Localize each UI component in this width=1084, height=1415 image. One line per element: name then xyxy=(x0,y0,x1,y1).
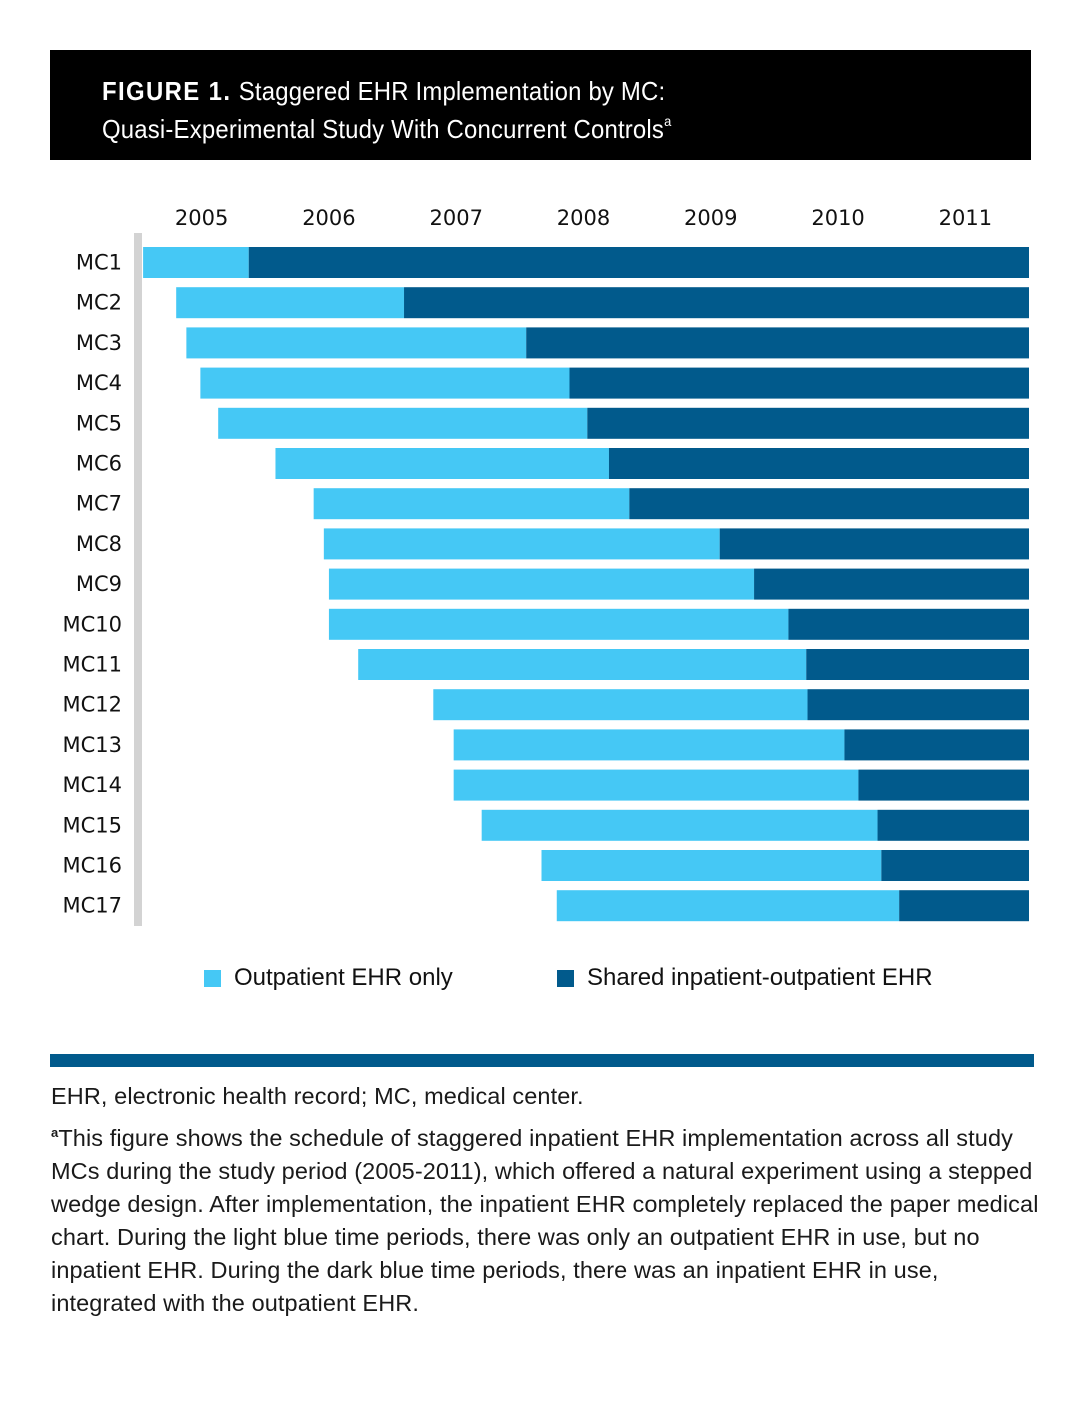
chart-row-mc10: MC10 xyxy=(62,608,1029,640)
bar-shared-mc5 xyxy=(587,407,1029,439)
bar-outpatient-mc13 xyxy=(453,729,845,761)
bar-shared-mc2 xyxy=(404,287,1030,319)
chart-row-mc8: MC8 xyxy=(76,528,1029,560)
bar-shared-mc16 xyxy=(881,850,1029,881)
chart-row-mc15: MC15 xyxy=(62,809,1029,841)
bar-shared-mc13 xyxy=(844,729,1029,761)
bar-outpatient-mc9 xyxy=(328,568,755,600)
x-tick-label-2008: 2008 xyxy=(557,206,610,230)
bar-shared-mc8 xyxy=(719,528,1029,560)
figure-label: FIGURE 1. xyxy=(102,76,232,106)
bar-outpatient-mc10 xyxy=(328,608,789,640)
y-tick-label-mc7: MC7 xyxy=(76,492,122,516)
legend: Outpatient EHR only Shared inpatient-out… xyxy=(0,964,1084,1000)
chart-row-mc16: MC16 xyxy=(62,850,1029,881)
legend-swatch-shared xyxy=(557,969,574,987)
chart-row-mc14: MC14 xyxy=(62,769,1029,801)
chart-row-mc12: MC12 xyxy=(62,689,1029,721)
chart-row-mc11: MC11 xyxy=(62,649,1029,680)
bar-shared-mc1 xyxy=(248,247,1029,278)
bar-outpatient-mc4 xyxy=(200,367,570,399)
y-tick-label-mc16: MC16 xyxy=(62,854,122,878)
chart-row-mc6: MC6 xyxy=(76,448,1029,479)
legend-swatch-outpatient xyxy=(204,969,221,987)
y-tick-label-mc8: MC8 xyxy=(76,532,122,556)
bar-outpatient-mc1 xyxy=(143,247,249,278)
x-tick-label-2007: 2007 xyxy=(429,206,482,230)
abbreviations-note: EHR, electronic health record; MC, medic… xyxy=(51,1083,584,1109)
bar-shared-mc9 xyxy=(754,568,1029,600)
bar-outpatient-mc5 xyxy=(218,407,588,439)
legend-label-shared: Shared inpatient-outpatient EHR xyxy=(587,964,933,991)
bar-shared-mc11 xyxy=(806,649,1029,680)
y-tick-label-mc5: MC5 xyxy=(76,411,122,435)
bar-outpatient-mc15 xyxy=(481,809,878,841)
x-tick-label-2005: 2005 xyxy=(175,206,228,230)
footnote-text: This figure shows the schedule of stagge… xyxy=(51,1125,1039,1316)
legend-label-outpatient: Outpatient EHR only xyxy=(234,964,453,991)
chart-row-mc5: MC5 xyxy=(76,407,1029,439)
bar-outpatient-mc17 xyxy=(556,890,900,922)
figure-title-line-1: FIGURE 1. Staggered EHR Implementation by… xyxy=(102,72,957,110)
chart-row-mc2: MC2 xyxy=(76,287,1030,319)
y-tick-label-mc1: MC1 xyxy=(76,251,122,275)
gantt-chart: 2005 2006 2007 2008 2009 2010 2011 MC1MC2MC3MC… xyxy=(62,206,1030,926)
figure-footnote: aThis figure shows the schedule of stagg… xyxy=(51,1122,1041,1320)
footer-divider xyxy=(50,1054,1034,1067)
y-tick-label-mc14: MC14 xyxy=(62,773,122,797)
bar-outpatient-mc2 xyxy=(176,287,405,319)
bar-outpatient-mc12 xyxy=(433,689,808,721)
chart-row-mc17: MC17 xyxy=(62,890,1029,922)
x-tick-label-2009: 2009 xyxy=(684,206,737,230)
bar-shared-mc17 xyxy=(899,890,1029,922)
y-tick-label-mc15: MC15 xyxy=(62,813,122,837)
bar-outpatient-mc3 xyxy=(186,327,527,359)
chart-row-mc9: MC9 xyxy=(76,568,1029,600)
bar-outpatient-mc11 xyxy=(358,649,807,680)
title-footnote-marker: a xyxy=(664,113,672,129)
bar-outpatient-mc6 xyxy=(275,448,609,479)
y-tick-label-mc17: MC17 xyxy=(62,894,122,918)
bar-shared-mc10 xyxy=(788,608,1029,640)
x-axis-ticks: 2005 2006 2007 2008 2009 2010 2011 xyxy=(175,206,992,230)
bar-shared-mc15 xyxy=(877,809,1029,841)
chart-row-mc7: MC7 xyxy=(76,488,1029,520)
bar-outpatient-mc16 xyxy=(541,850,882,881)
y-tick-label-mc9: MC9 xyxy=(76,572,122,596)
bar-shared-mc7 xyxy=(629,488,1029,520)
bar-shared-mc6 xyxy=(608,448,1029,479)
x-tick-label-2006: 2006 xyxy=(302,206,355,230)
bar-outpatient-mc8 xyxy=(323,528,720,560)
bar-outpatient-mc7 xyxy=(313,488,630,520)
legend-item-outpatient: Outpatient EHR only xyxy=(204,964,453,992)
chart-row-mc3: MC3 xyxy=(76,327,1029,359)
figure-title-line-2: Quasi-Experimental Study With Concurrent… xyxy=(102,110,957,148)
chart-row-mc4: MC4 xyxy=(76,367,1029,399)
y-tick-label-mc13: MC13 xyxy=(62,733,122,757)
chart-row-mc13: MC13 xyxy=(62,729,1029,761)
bar-shared-mc12 xyxy=(807,689,1029,721)
chart-rows: MC1 MC2 MC3 MC4 MC5 MC6 MC7 MC8 MC9 MC10 MC11 MC12 M… xyxy=(62,247,1030,922)
y-tick-label-mc4: MC4 xyxy=(76,371,122,395)
x-tick-label-2010: 2010 xyxy=(811,206,864,230)
bar-shared-mc14 xyxy=(858,769,1029,801)
x-tick-label-2011: 2011 xyxy=(939,206,992,230)
y-tick-label-mc2: MC2 xyxy=(76,291,122,315)
bar-shared-mc4 xyxy=(569,367,1029,399)
bar-outpatient-mc14 xyxy=(453,769,859,801)
footnote-marker: a xyxy=(51,1125,59,1140)
y-axis-line xyxy=(134,233,142,926)
y-tick-label-mc10: MC10 xyxy=(62,612,122,636)
figure-header: FIGURE 1. Staggered EHR Implementation by… xyxy=(50,50,1031,160)
y-tick-label-mc6: MC6 xyxy=(76,452,122,476)
figure-title: Staggered EHR Implementation by MC: xyxy=(238,76,666,106)
legend-item-shared: Shared inpatient-outpatient EHR xyxy=(557,964,933,992)
chart-row-mc1: MC1 xyxy=(76,247,1029,278)
figure-subtitle: Quasi-Experimental Study With Concurrent… xyxy=(102,114,665,144)
bar-shared-mc3 xyxy=(526,327,1029,359)
y-tick-label-mc11: MC11 xyxy=(62,653,122,677)
y-tick-label-mc3: MC3 xyxy=(76,331,122,355)
y-tick-label-mc12: MC12 xyxy=(62,693,122,717)
